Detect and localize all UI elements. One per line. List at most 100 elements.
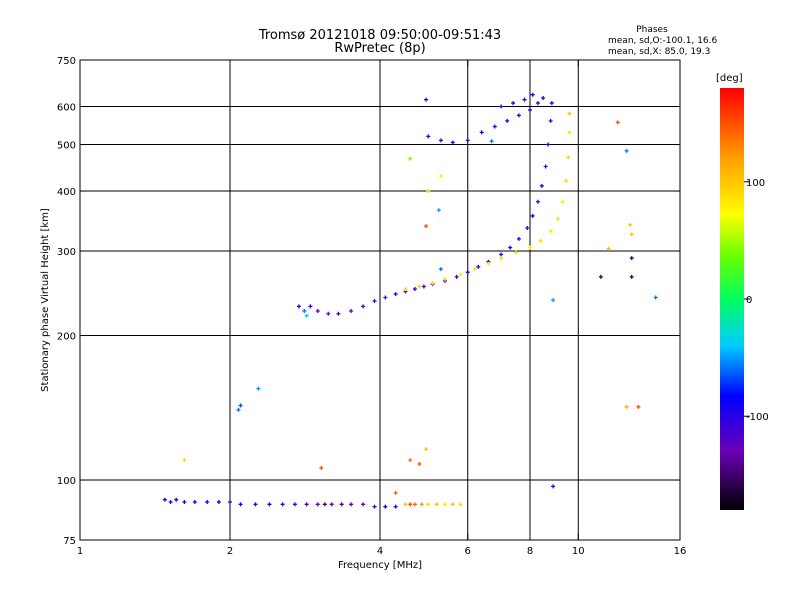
y-tick-label: 300 [57,247,76,258]
data-point [319,465,324,470]
chart-subtitle: RwPretec (8p) [334,41,425,56]
data-point [393,292,398,297]
data-point [530,92,535,97]
data-point [372,299,377,304]
data-point [549,101,554,106]
data-point [551,484,556,489]
y-tick-label: 500 [57,141,76,152]
x-tick-label: 16 [674,546,687,557]
data-point [174,497,179,502]
data-point [508,245,513,250]
data-point [393,490,398,495]
x-tick-label: 1 [77,546,83,557]
data-point [228,499,232,504]
data-point [336,311,341,316]
data-point [408,502,413,507]
data-point [436,208,441,213]
data-point [465,138,470,143]
data-point [417,284,422,289]
data-point [424,97,429,102]
data-point [492,124,497,129]
colorbar-tick-label: 0 [746,295,752,306]
grid-lines [80,60,680,540]
data-point [499,104,504,109]
data-point [403,287,408,292]
data-point [516,113,521,118]
data-point [182,499,187,504]
colorbar [720,88,744,510]
y-tick-label: 100 [57,476,76,487]
data-point [551,298,556,303]
phase-stats-o-mode: mean, sd,O:-100.1, 16.6 [608,36,718,46]
data-point [424,447,429,452]
data-point [304,313,309,318]
colorbar-tick-label: 100 [746,178,765,189]
data-point [349,308,354,313]
colorbar-ticks: 100 0 -100 [744,178,769,423]
phase-stats-x-mode: mean, sd,X: 85.0, 19.3 [608,47,710,57]
colorbar-label: [deg] [716,73,743,84]
x-tick-label: 4 [377,546,383,557]
data-point [430,281,435,286]
data-point [339,502,344,507]
data-point [624,148,629,153]
y-tick-label: 750 [57,56,76,67]
data-point [543,164,548,169]
data-point [412,287,417,292]
data-point [256,386,261,391]
axis-ticks: 1 2 4 6 8 10 16 75 100 200 300 400 500 600 750 [57,56,686,557]
data-point [499,252,504,257]
data-point [615,120,620,125]
data-point [535,199,540,204]
data-point [403,502,408,507]
data-point [567,130,572,135]
x-tick-label: 6 [465,546,471,557]
data-point [417,461,422,466]
data-point [624,404,629,409]
data-point [383,504,388,509]
data-point [564,178,569,183]
data-point [535,101,540,106]
colorbar-tick-label: -100 [746,412,769,423]
data-point [434,502,439,507]
data-point [539,183,544,188]
data-point [522,97,527,102]
data-point [426,502,431,507]
data-point [280,502,285,507]
data-point [486,261,491,266]
data-point [458,502,463,507]
data-point [253,502,258,507]
data-point [315,308,320,313]
data-points [162,92,658,509]
data-point [442,277,447,282]
data-point [205,499,210,504]
data-point [361,502,366,507]
data-point [438,267,443,272]
data-point [419,502,424,507]
chart-title: Tromsø 20121018 09:50:00-09:51:43 [258,28,501,43]
data-point [528,245,532,250]
data-point [315,502,320,507]
data-point [238,502,243,507]
data-point [636,404,641,409]
data-point [546,142,551,147]
data-point [653,295,658,300]
data-point [560,199,565,204]
y-tick-label: 600 [57,103,76,114]
data-point [450,140,455,145]
data-point [514,250,519,255]
y-tick-label: 200 [57,332,76,343]
x-tick-label: 2 [227,546,233,557]
data-point [442,502,447,507]
data-point [421,284,426,289]
data-point [426,134,431,139]
data-point [450,502,455,507]
data-point [629,274,634,279]
data-point [548,229,553,234]
data-point [516,236,521,241]
data-point [438,173,443,178]
data-point [489,139,494,144]
y-tick-label: 400 [57,187,76,198]
data-point [548,118,553,123]
